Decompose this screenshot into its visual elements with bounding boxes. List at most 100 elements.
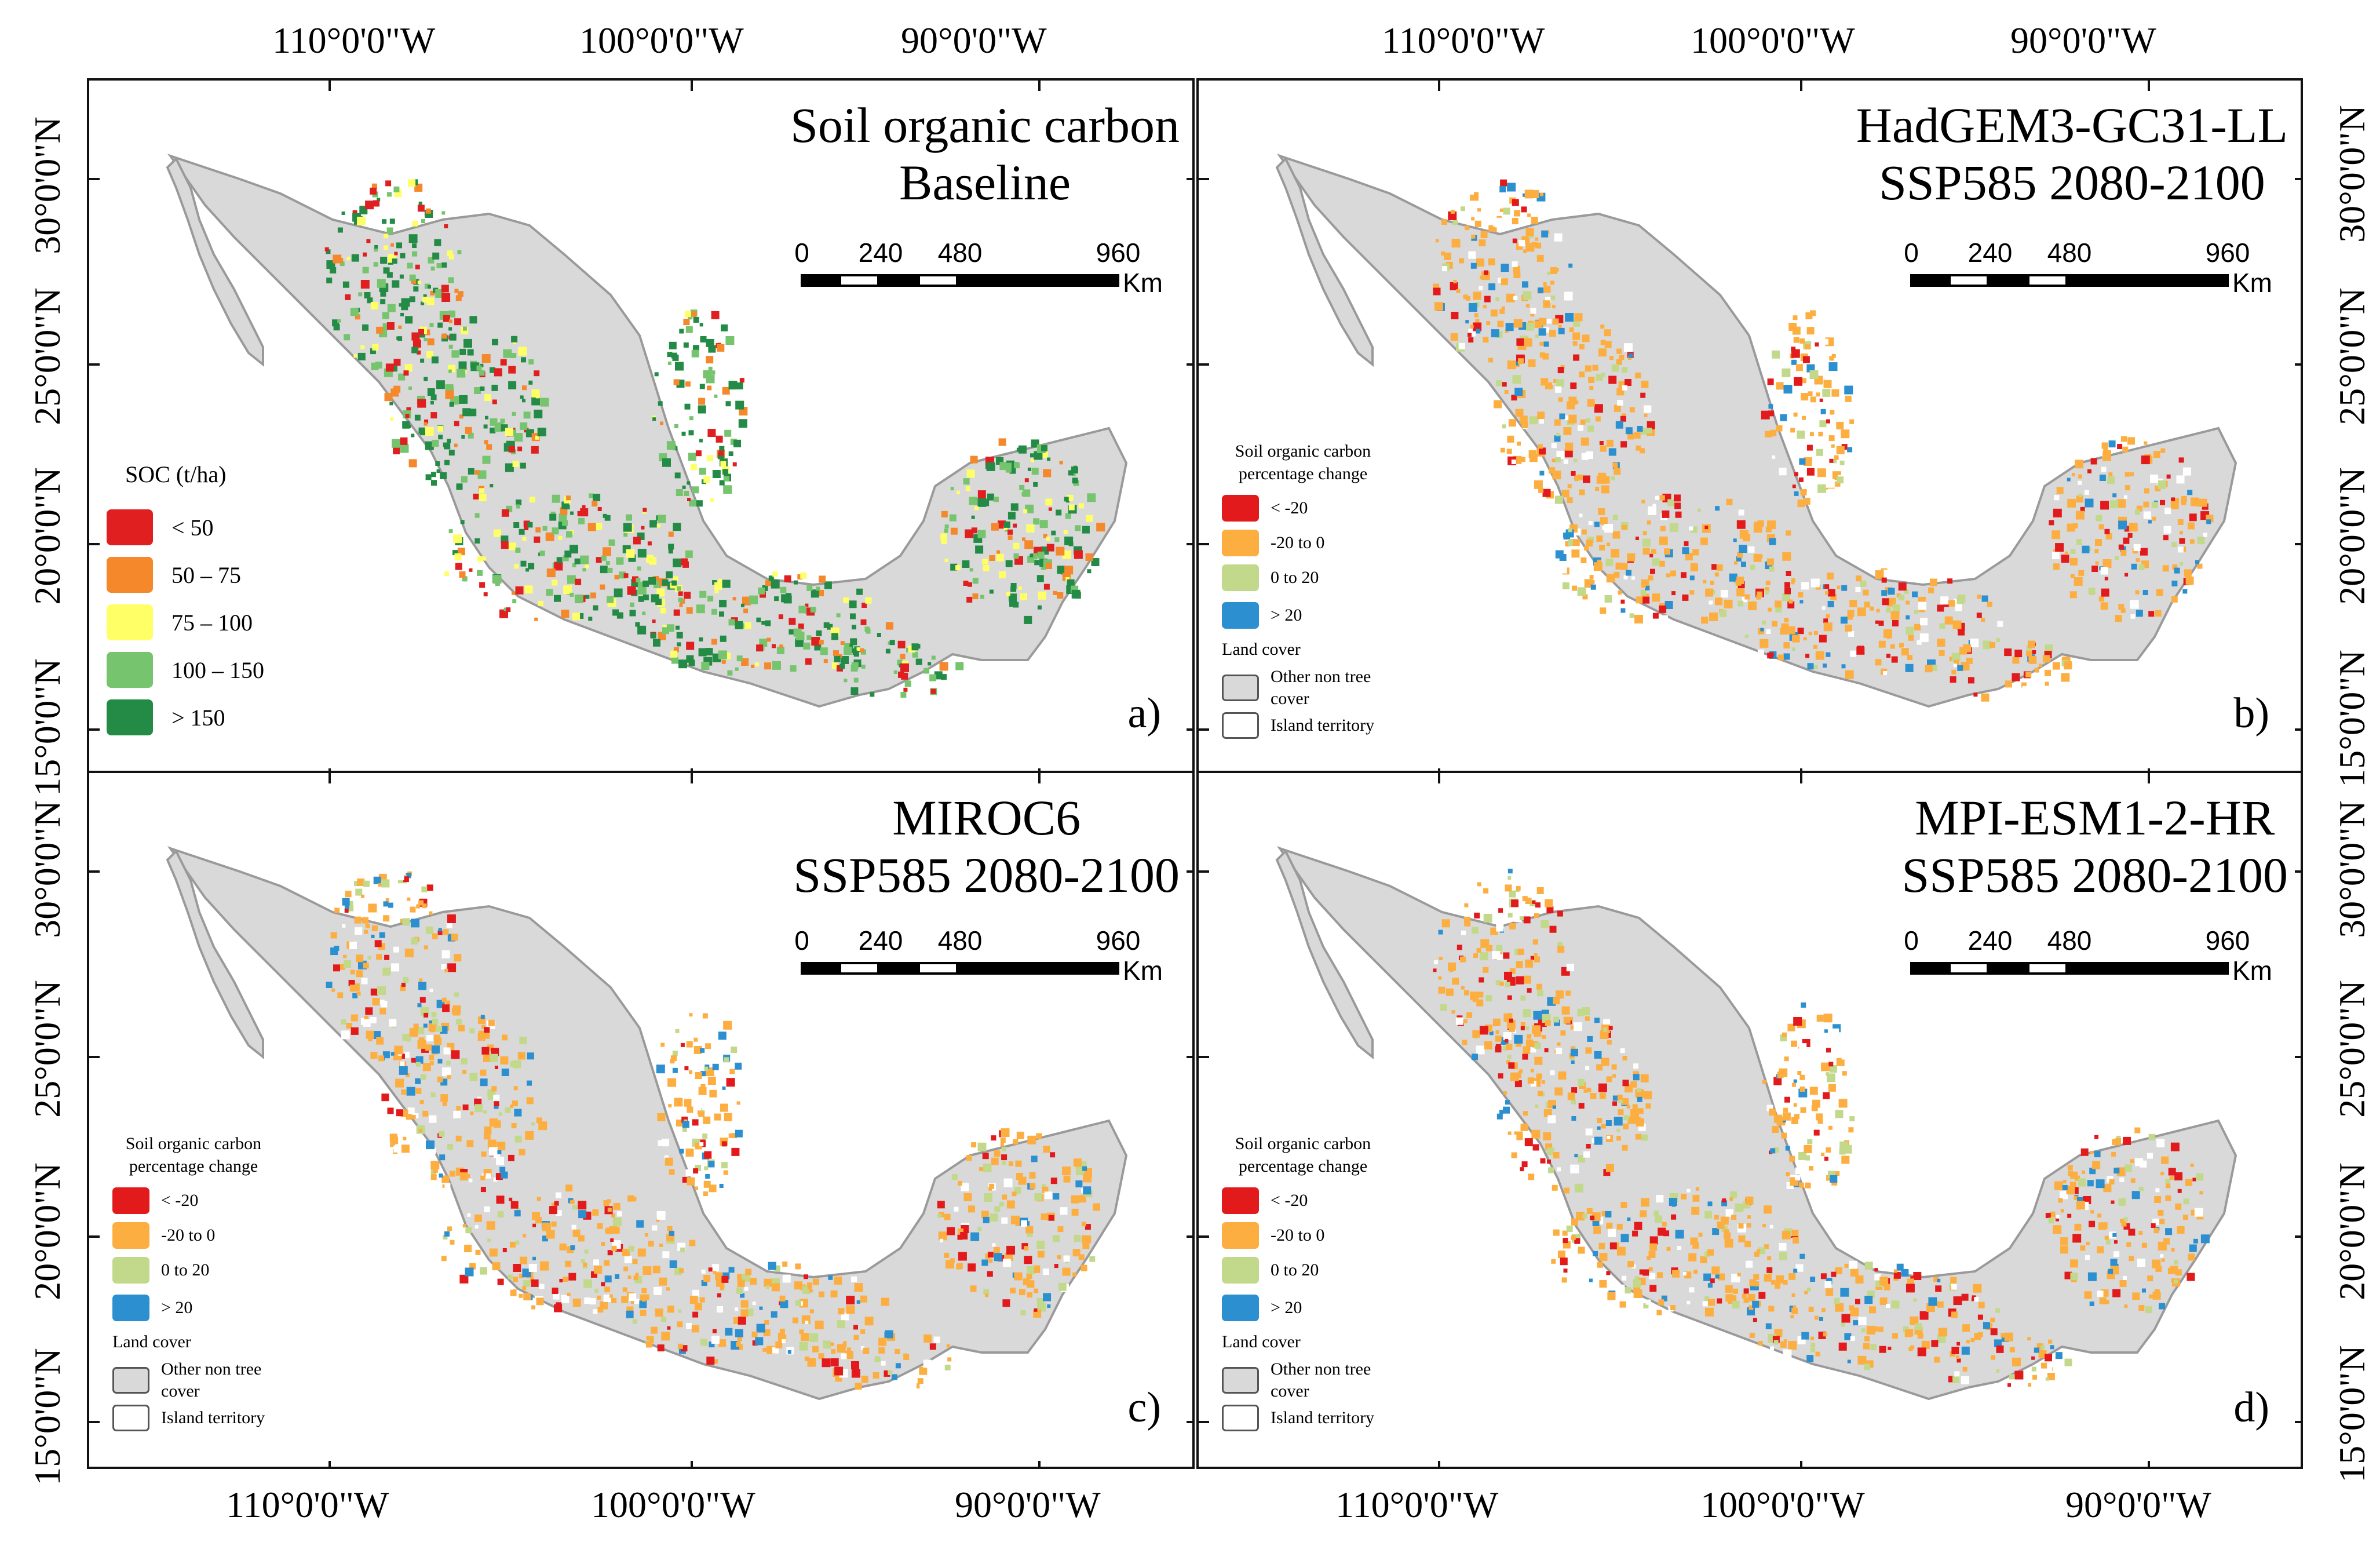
raster-cell xyxy=(816,586,820,591)
raster-cell xyxy=(1912,591,1918,597)
raster-cell xyxy=(1641,500,1645,504)
raster-cell xyxy=(1949,657,1954,662)
raster-cell xyxy=(707,385,712,391)
raster-cell xyxy=(1808,1306,1814,1312)
raster-cell xyxy=(424,377,428,381)
raster-cell xyxy=(374,245,378,249)
raster-cell xyxy=(711,639,717,645)
raster-cell xyxy=(1783,1107,1788,1113)
raster-cell xyxy=(1736,520,1746,529)
raster-cell xyxy=(701,662,710,670)
raster-cell xyxy=(1620,608,1626,613)
raster-cell xyxy=(1479,286,1483,290)
raster-cell xyxy=(2120,608,2126,613)
raster-cell xyxy=(1485,995,1492,1002)
raster-cell xyxy=(711,1335,720,1344)
raster-cell xyxy=(1002,1194,1008,1200)
raster-cell xyxy=(840,641,845,646)
raster-cell xyxy=(1822,388,1831,397)
raster-cell xyxy=(1609,356,1614,360)
raster-cell xyxy=(1618,590,1622,595)
raster-cell xyxy=(1065,577,1070,581)
raster-cell xyxy=(691,349,699,358)
raster-cell xyxy=(474,513,480,518)
raster-cell xyxy=(903,1354,910,1360)
raster-cell xyxy=(1799,1074,1805,1080)
raster-cell xyxy=(1710,581,1714,585)
raster-cell xyxy=(511,353,517,358)
raster-cell xyxy=(755,662,759,666)
raster-cell xyxy=(782,1274,791,1283)
raster-cell xyxy=(2075,1175,2080,1181)
raster-cell xyxy=(2094,1135,2098,1139)
raster-cell xyxy=(711,370,716,375)
raster-cell xyxy=(1623,575,1628,579)
raster-cell xyxy=(494,1104,499,1109)
raster-cell xyxy=(651,1326,658,1334)
raster-cell xyxy=(941,538,947,544)
raster-cell xyxy=(489,1118,498,1127)
raster-cell xyxy=(676,1120,683,1127)
raster-cell xyxy=(2131,563,2137,570)
raster-cell xyxy=(443,1235,448,1240)
raster-cell xyxy=(1533,1011,1542,1020)
raster-cell xyxy=(1579,344,1585,349)
raster-cell xyxy=(2028,655,2037,664)
raster-cell xyxy=(450,1240,455,1245)
raster-cell xyxy=(546,589,553,596)
raster-cell xyxy=(352,993,358,998)
raster-cell xyxy=(676,625,680,630)
raster-cell xyxy=(1622,367,1628,373)
raster-cell xyxy=(582,568,586,572)
raster-cell xyxy=(960,1232,968,1240)
raster-cell xyxy=(1495,1030,1499,1034)
raster-cell xyxy=(1777,1071,1784,1078)
raster-cell xyxy=(542,1222,551,1231)
raster-cell xyxy=(1484,1041,1492,1049)
raster-cell xyxy=(1839,1141,1849,1150)
raster-cell xyxy=(1663,615,1668,620)
raster-cell xyxy=(1570,1048,1578,1056)
raster-cell xyxy=(1539,419,1544,424)
legend-item: Island territory xyxy=(1222,712,1374,739)
raster-cell xyxy=(900,692,907,698)
raster-cell xyxy=(844,679,848,683)
raster-cell xyxy=(1805,344,1810,350)
raster-cell xyxy=(1580,557,1587,563)
legend-swatch xyxy=(112,1366,149,1394)
raster-cell xyxy=(1976,613,1982,618)
raster-cell xyxy=(1933,1277,1939,1282)
raster-cell xyxy=(706,1357,715,1365)
raster-cell xyxy=(2138,564,2145,570)
raster-cell xyxy=(2049,1211,2056,1217)
raster-cell xyxy=(590,592,596,599)
raster-cell xyxy=(1711,1266,1720,1275)
raster-cell xyxy=(1557,942,1563,947)
raster-cell xyxy=(418,982,426,990)
raster-cell xyxy=(563,585,572,595)
raster-cell xyxy=(489,1248,498,1257)
raster-cell xyxy=(744,1286,749,1291)
raster-cell xyxy=(1434,302,1443,311)
raster-cell xyxy=(2189,1244,2197,1252)
raster-cell xyxy=(1008,529,1013,535)
raster-cell xyxy=(1519,916,1524,921)
raster-cell xyxy=(637,549,647,558)
raster-cell xyxy=(824,581,832,589)
raster-cell xyxy=(1507,183,1516,192)
raster-cell xyxy=(1020,1310,1026,1315)
raster-cell xyxy=(1857,1355,1867,1365)
raster-cell xyxy=(1701,617,1709,624)
raster-cell xyxy=(737,1336,742,1341)
raster-cell xyxy=(406,1114,412,1120)
raster-cell xyxy=(1530,308,1536,314)
raster-cell xyxy=(1611,476,1615,480)
raster-cell xyxy=(1565,541,1571,546)
raster-cell xyxy=(1046,536,1050,541)
raster-cell xyxy=(1506,1044,1513,1050)
raster-cell xyxy=(860,648,864,652)
map-canvas xyxy=(89,81,1192,774)
scale-tick-960: 960 xyxy=(1096,238,1141,268)
raster-cell xyxy=(337,992,344,998)
raster-cell xyxy=(412,220,418,227)
